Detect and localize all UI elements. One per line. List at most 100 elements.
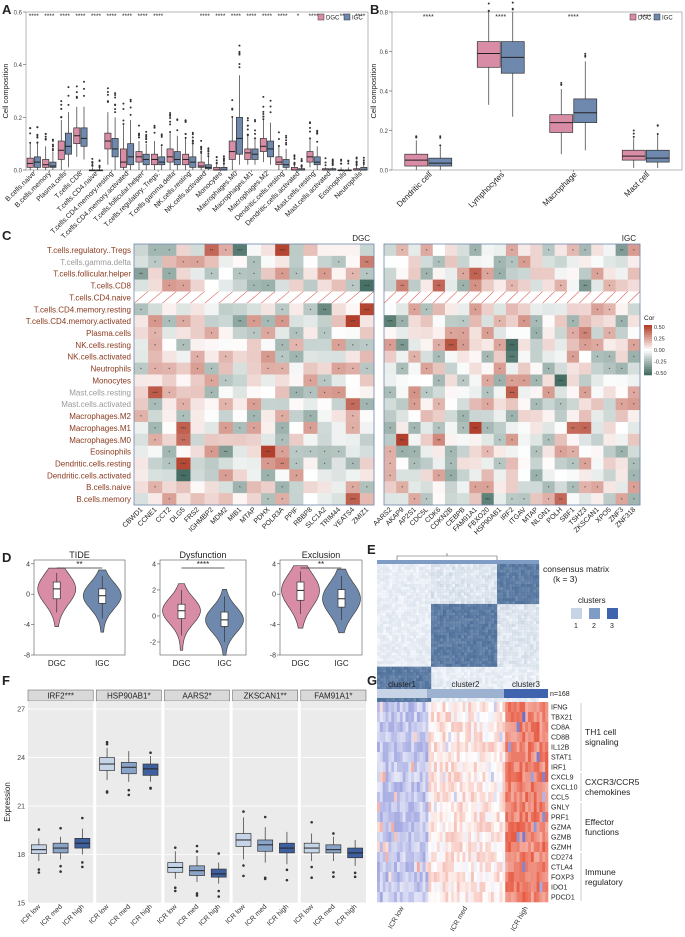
consensus-cell [467, 646, 471, 650]
consensus-cell [428, 672, 432, 676]
consensus-cell [437, 675, 441, 679]
cell-significance: * [572, 461, 574, 466]
consensus-cell [380, 623, 384, 627]
consensus-cell [500, 658, 504, 662]
outlier-point [246, 117, 249, 120]
consensus-cell [485, 586, 489, 590]
outlier-point [263, 877, 267, 881]
heat-cell [481, 469, 495, 482]
consensus-cell [506, 586, 510, 590]
consensus-cell [479, 603, 483, 607]
heat-cell [579, 469, 592, 482]
consensus-cell [386, 592, 390, 596]
consensus-cell [497, 575, 501, 579]
consensus-cell [437, 626, 441, 630]
consensus-cell [422, 698, 426, 702]
heat-cell [408, 303, 421, 316]
outlier-point [160, 144, 163, 147]
consensus-cell [536, 609, 540, 613]
outlier-point [308, 137, 311, 140]
consensus-cell [377, 638, 380, 641]
significance-label: **** [91, 13, 102, 20]
heat-cell [317, 279, 332, 292]
consensus-cell [401, 641, 405, 645]
consensus-cell [413, 632, 417, 636]
consensus-cell [533, 598, 537, 602]
consensus-cell [416, 635, 419, 638]
heat-cell [345, 338, 361, 352]
consensus-cell [452, 672, 456, 676]
hatch-line [204, 291, 219, 304]
heat-cell [246, 327, 262, 340]
consensus-cell [470, 686, 474, 690]
heat-cell [432, 469, 446, 482]
consensus-cell [401, 598, 404, 601]
consensus-cell [413, 609, 417, 613]
outlier-point [195, 894, 199, 897]
consensus-cell [419, 603, 423, 607]
consensus-cell [461, 678, 465, 682]
consensus-cell [458, 646, 462, 650]
heat-cell [134, 350, 149, 363]
consensus-cell [530, 612, 534, 616]
consensus-cell [419, 615, 423, 619]
consensus-cell [410, 658, 414, 662]
consensus-cell [506, 603, 510, 607]
consensus-cell [437, 606, 441, 610]
consensus-cell [422, 578, 425, 581]
consensus-cell [425, 603, 429, 607]
heat-cell [542, 362, 555, 375]
cell-significance: * [450, 461, 452, 466]
consensus-cell [515, 578, 519, 582]
consensus-cell [476, 598, 480, 602]
consensus-cell [446, 649, 450, 653]
consensus-cell [395, 581, 399, 585]
consensus-cell [506, 621, 510, 625]
heat-cell [554, 386, 568, 399]
outlier-point [355, 157, 358, 160]
consensus-cell [407, 598, 411, 602]
consensus-cell [383, 564, 387, 568]
consensus-cell [470, 621, 474, 625]
consensus-cell [530, 629, 534, 633]
consensus-cell [413, 655, 417, 659]
consensus-cell [377, 672, 381, 676]
heat-cell [603, 303, 616, 316]
consensus-cell [530, 626, 534, 630]
consensus-cell [383, 603, 387, 607]
legend-title: Cor [644, 315, 655, 322]
consensus-cell [530, 615, 534, 619]
consensus-cell [377, 655, 380, 658]
consensus-cell [389, 663, 393, 667]
consensus-cell [464, 635, 468, 639]
consensus-cell [383, 612, 386, 615]
consensus-cell [527, 675, 531, 679]
heat-cell [518, 315, 531, 328]
consensus-cell [458, 618, 462, 622]
consensus-cell [485, 572, 489, 576]
consensus-cell [518, 678, 522, 682]
heat-cell [579, 374, 592, 387]
consensus-cell [497, 578, 501, 582]
consensus-cell [380, 575, 384, 579]
consensus-cell [458, 586, 462, 590]
x-tick-label: ICR med [244, 903, 269, 928]
consensus-cell [527, 589, 531, 593]
heat-cell [148, 469, 163, 482]
consensus-cell [473, 698, 477, 702]
x-tick-label: ICR med [40, 903, 65, 928]
consensus-cell [485, 609, 489, 613]
outlier-point [145, 140, 148, 143]
heat-cell [627, 362, 641, 375]
consensus-cell [497, 592, 501, 596]
consensus-cell [443, 643, 447, 647]
consensus-cell [446, 621, 450, 625]
consensus-cell [491, 638, 495, 642]
consensus-cell [500, 635, 504, 639]
heat-cell [232, 327, 248, 340]
cell-significance: * [584, 390, 586, 395]
consensus-cell [485, 606, 489, 610]
consensus-cell [461, 589, 465, 593]
heat-cell [218, 279, 234, 292]
consensus-cell [512, 623, 516, 627]
